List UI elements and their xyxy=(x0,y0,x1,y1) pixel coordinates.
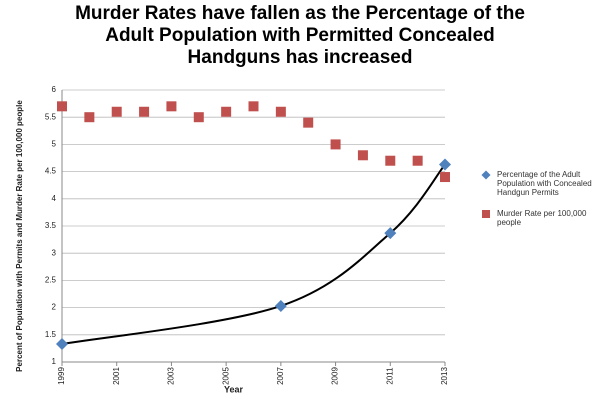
data-point xyxy=(111,106,122,117)
x-tick-label: 2009 xyxy=(331,367,340,385)
y-tick-label: 4.5 xyxy=(45,167,57,176)
trendline xyxy=(61,163,446,346)
x-tick-label: 2001 xyxy=(112,367,121,385)
data-point xyxy=(330,139,341,150)
data-point xyxy=(439,158,451,171)
legend-swatch xyxy=(482,210,490,218)
data-point xyxy=(248,101,259,112)
x-axis-label: Year xyxy=(224,384,244,394)
y-tick-label: 6 xyxy=(52,85,57,94)
data-point xyxy=(57,101,67,112)
data-point xyxy=(384,227,397,240)
data-point xyxy=(440,172,450,183)
legend-swatch xyxy=(481,170,491,180)
data-point xyxy=(139,106,150,117)
y-tick-label: 2.5 xyxy=(45,276,57,285)
legend-item: Percentage of the Adult Population with … xyxy=(481,170,594,197)
x-tick-label: 2005 xyxy=(221,367,230,385)
data-point xyxy=(221,106,232,117)
data-point xyxy=(303,117,314,128)
y-tick-label: 3.5 xyxy=(45,221,57,230)
data-point xyxy=(193,112,204,123)
y-tick-label: 2 xyxy=(52,303,57,312)
data-point xyxy=(166,101,177,112)
chart-title: Handguns has increased xyxy=(188,47,413,68)
data-point xyxy=(84,112,95,123)
x-tick-label: 2007 xyxy=(276,367,285,385)
y-tick-label: 1 xyxy=(52,357,57,366)
data-point xyxy=(357,150,368,161)
y-tick-label: 1.5 xyxy=(45,330,57,339)
y-tick-label: 5 xyxy=(52,140,57,149)
y-tick-label: 5.5 xyxy=(45,112,57,121)
x-tick-label: 1999 xyxy=(57,367,66,385)
data-point xyxy=(412,155,423,166)
data-point xyxy=(275,106,286,117)
y-tick-label: 3 xyxy=(52,248,57,257)
x-tick-label: 2003 xyxy=(167,367,176,385)
x-tick-label: 2011 xyxy=(385,367,394,385)
y-axis-label: Percent of Population with Permits and M… xyxy=(15,100,24,372)
data-point xyxy=(385,155,396,166)
legend-label: Percentage of the Adult Population with … xyxy=(497,170,592,197)
legend: Percentage of the Adult Population with … xyxy=(481,170,594,239)
legend-item: Murder Rate per 100,000 people xyxy=(482,209,594,227)
x-tick-label: 2013 xyxy=(440,367,449,385)
chart-title: Murder Rates have fallen as the Percenta… xyxy=(75,3,525,24)
chart-title: Adult Population with Permitted Conceale… xyxy=(105,25,495,46)
legend-label: Murder Rate per 100,000 people xyxy=(497,209,587,227)
data-point xyxy=(274,299,287,312)
y-tick-label: 4 xyxy=(52,194,57,203)
data-point xyxy=(56,338,68,351)
